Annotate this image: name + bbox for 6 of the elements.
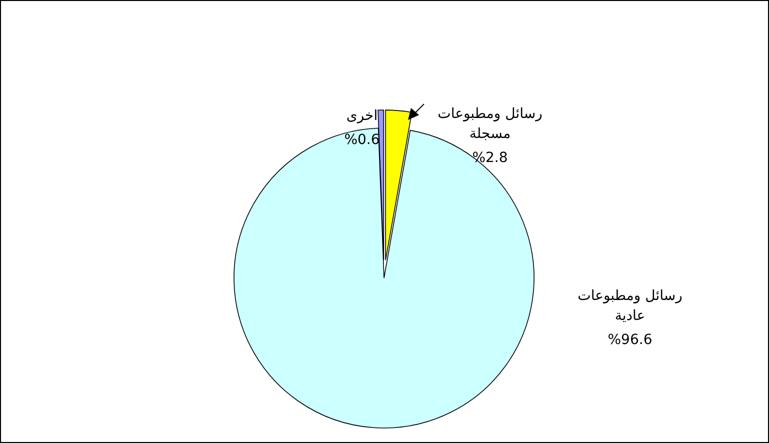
slice-label: اخرى [346,108,378,124]
data-label: %96.6 [608,332,652,348]
data-label: %2.8 [472,150,508,166]
slice-label: رسائل ومطبوعات مسجلة [438,106,542,142]
slice-label: رسائل ومطبوعات عادية [578,288,682,324]
data-label: %0.6 [344,132,380,148]
